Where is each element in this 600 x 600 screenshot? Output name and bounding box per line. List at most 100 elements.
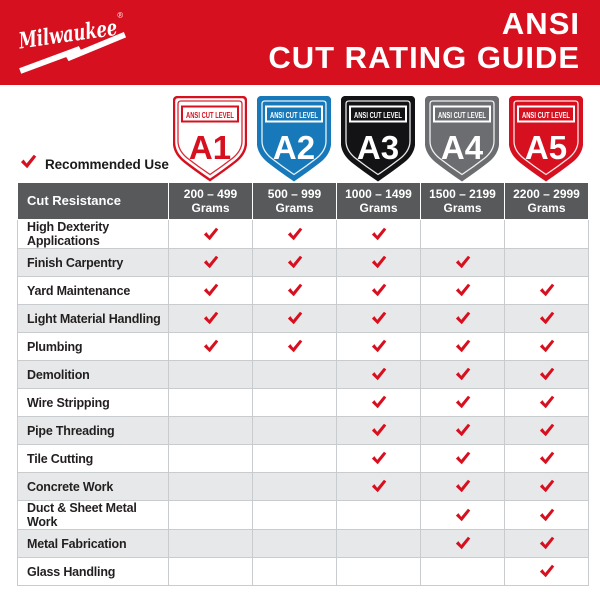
check-icon xyxy=(539,564,554,578)
registered-mark-icon: ® xyxy=(117,10,124,20)
rating-table: Cut Resistance 200 – 499 Grams 500 – 999 Gr… xyxy=(17,182,589,586)
check-icon xyxy=(539,451,554,465)
check-icon xyxy=(203,311,218,325)
grams-header-cell-a4: 1500 – 2199 Grams xyxy=(420,182,505,220)
check-cell xyxy=(504,416,589,445)
table-row: High Dexterity Applications xyxy=(17,219,589,249)
check-cell xyxy=(420,388,505,417)
check-cell xyxy=(420,472,505,501)
check-cell xyxy=(504,500,589,530)
empty-cell xyxy=(504,248,589,277)
check-cell xyxy=(336,388,421,417)
table-body: High Dexterity Applications Finish Carpen… xyxy=(17,219,589,586)
logo-text: Milwaukee xyxy=(16,15,118,55)
table-row: Concrete Work xyxy=(17,472,589,501)
grams-header-cell-a1: 200 – 499 Grams xyxy=(168,182,253,220)
svg-text:ANSI CUT LEVEL: ANSI CUT LEVEL xyxy=(522,111,570,120)
check-icon xyxy=(539,339,554,353)
check-icon xyxy=(287,283,302,297)
empty-cell xyxy=(168,472,253,501)
application-label-cell: Plumbing xyxy=(17,332,169,361)
check-icon xyxy=(287,227,302,241)
check-cell xyxy=(336,472,421,501)
check-cell xyxy=(252,248,337,277)
table-row: Duct & Sheet Metal Work xyxy=(17,500,589,530)
check-icon xyxy=(371,283,386,297)
check-cell xyxy=(504,276,589,305)
check-cell xyxy=(336,248,421,277)
empty-cell xyxy=(420,557,505,586)
lightning-bolt-icon xyxy=(19,32,127,74)
svg-text:A5: A5 xyxy=(525,129,567,166)
check-icon xyxy=(455,508,470,522)
grams-header-row: Cut Resistance 200 – 499 Grams 500 – 999 Gr… xyxy=(17,182,589,220)
check-icon xyxy=(455,339,470,353)
svg-text:ANSI CUT LEVEL: ANSI CUT LEVEL xyxy=(270,111,318,120)
check-icon xyxy=(371,339,386,353)
table-row: Metal Fabrication xyxy=(17,529,589,558)
check-icon xyxy=(455,367,470,381)
check-cell xyxy=(252,304,337,333)
check-cell xyxy=(420,304,505,333)
check-cell xyxy=(168,332,253,361)
application-label-cell: Pipe Threading xyxy=(17,416,169,445)
empty-cell xyxy=(336,500,421,530)
check-cell xyxy=(504,332,589,361)
page-title: ANSI CUT RATING GUIDE xyxy=(268,7,580,75)
empty-cell xyxy=(168,444,253,473)
table-row: Plumbing xyxy=(17,332,589,361)
check-cell xyxy=(336,444,421,473)
recommended-use-legend: Recommended Use xyxy=(20,154,169,174)
check-icon xyxy=(203,339,218,353)
check-cell xyxy=(420,500,505,530)
grams-header-cell-a2: 500 – 999 Grams xyxy=(252,182,337,220)
empty-cell xyxy=(168,388,253,417)
check-icon xyxy=(455,479,470,493)
cut-level-badge-a4: ANSI CUT LEVEL A4 xyxy=(425,96,499,182)
milwaukee-logo: Milwaukee ® xyxy=(16,10,127,74)
check-cell xyxy=(504,304,589,333)
check-cell xyxy=(504,444,589,473)
check-icon xyxy=(539,479,554,493)
table-row: Pipe Threading xyxy=(17,416,589,445)
check-cell xyxy=(168,276,253,305)
check-icon xyxy=(539,536,554,550)
grams-range: 200 – 499 xyxy=(183,187,238,201)
check-icon xyxy=(539,423,554,437)
check-icon xyxy=(455,255,470,269)
grams-header-cell-a5: 2200 – 2999 Grams xyxy=(504,182,589,220)
cut-level-badge-a1: ANSI CUT LEVEL A1 xyxy=(173,96,247,182)
empty-cell xyxy=(252,472,337,501)
check-cell xyxy=(336,360,421,389)
application-label-cell: Duct & Sheet Metal Work xyxy=(17,500,169,530)
check-icon xyxy=(20,154,37,169)
empty-cell xyxy=(168,529,253,558)
cut-level-badges: ANSI CUT LEVEL A1 ANSI CUT LEVEL A2 ANSI CUT… xyxy=(0,96,600,183)
check-icon xyxy=(371,451,386,465)
check-icon xyxy=(539,367,554,381)
check-icon xyxy=(371,423,386,437)
legend-check-icon xyxy=(20,154,37,174)
check-cell xyxy=(504,360,589,389)
grams-unit: Grams xyxy=(359,201,398,215)
svg-text:ANSI CUT LEVEL: ANSI CUT LEVEL xyxy=(354,111,402,120)
empty-cell xyxy=(252,444,337,473)
grams-range: 1000 – 1499 xyxy=(345,187,412,201)
check-cell xyxy=(336,276,421,305)
check-icon xyxy=(455,283,470,297)
grams-unit: Grams xyxy=(275,201,314,215)
check-cell xyxy=(420,529,505,558)
empty-cell xyxy=(168,500,253,530)
check-cell xyxy=(252,276,337,305)
check-cell xyxy=(420,416,505,445)
grams-unit: Grams xyxy=(527,201,566,215)
empty-cell xyxy=(168,360,253,389)
check-cell xyxy=(504,388,589,417)
check-cell xyxy=(504,529,589,558)
application-label-cell: Wire Stripping xyxy=(17,388,169,417)
cut-level-badge-a2: ANSI CUT LEVEL A2 xyxy=(257,96,331,182)
application-label-cell: Yard Maintenance xyxy=(17,276,169,305)
check-cell xyxy=(336,332,421,361)
header-banner: Milwaukee ® ANSI CUT RATING GUIDE xyxy=(0,0,600,85)
